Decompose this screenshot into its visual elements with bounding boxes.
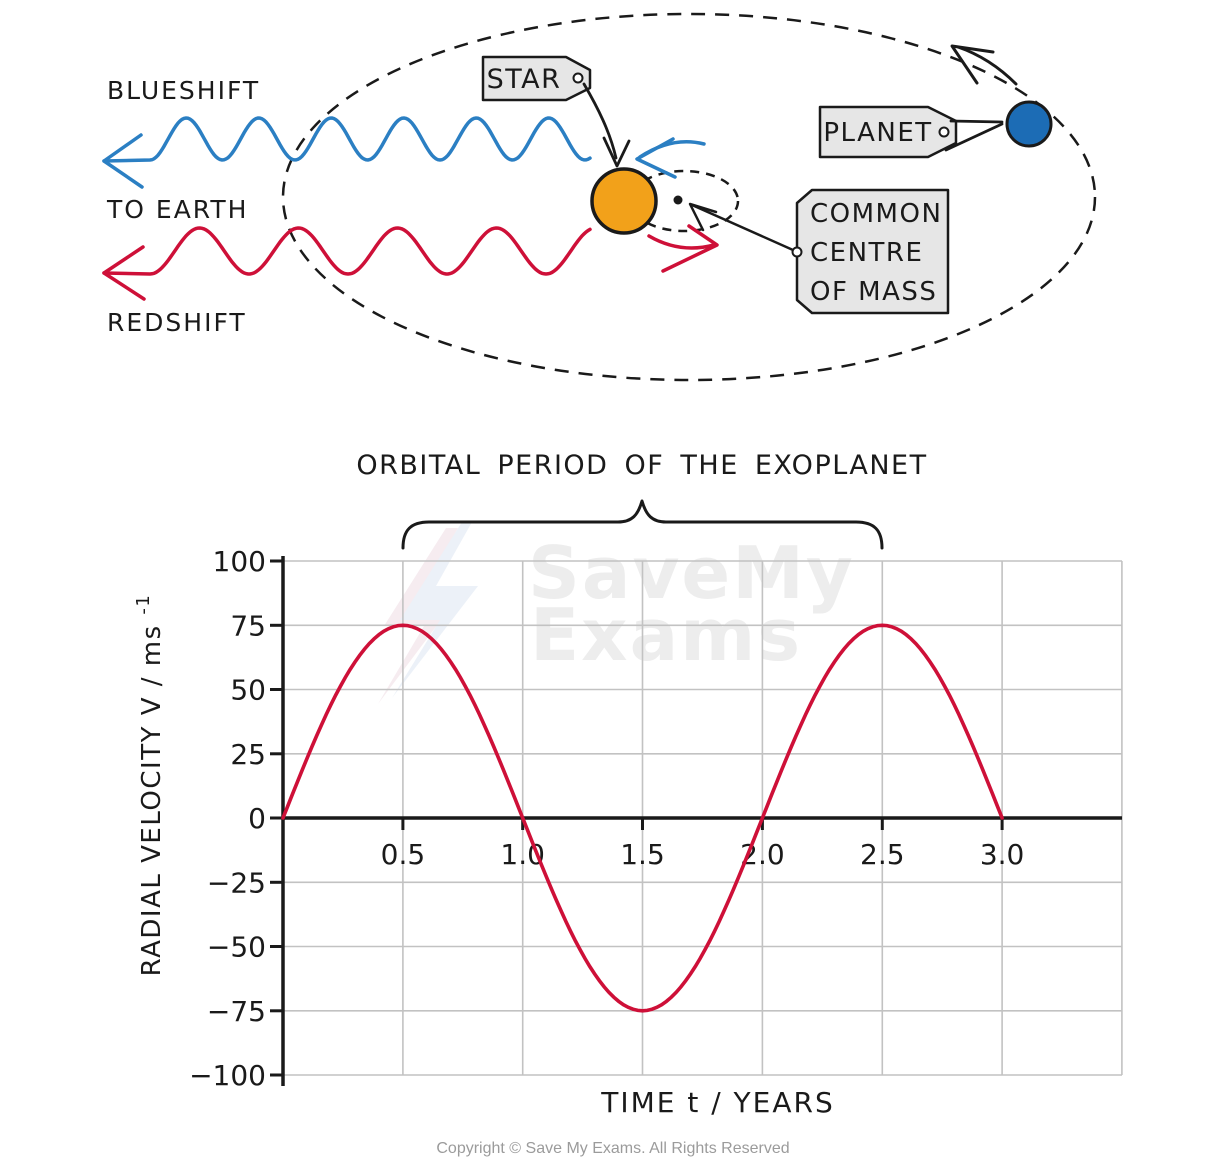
- x-axis-label: TIME t / YEARS: [600, 1086, 835, 1119]
- planet-pointer-line-2: [944, 122, 1004, 152]
- star-motion-red-arrow: [647, 234, 716, 250]
- planet-motion-arrowhead-icon: [950, 44, 995, 85]
- centre-of-mass-dot: [673, 195, 683, 205]
- y-tick-label: 50: [230, 674, 266, 707]
- copyright-notice: Copyright © Save My Exams. All Rights Re…: [436, 1140, 789, 1157]
- redshift-arrowhead-icon: [102, 245, 146, 301]
- y-tick-label: 100: [213, 545, 266, 578]
- blueshift-label: BLUESHIFT: [107, 76, 260, 105]
- blueshift-wave: [102, 116, 592, 163]
- star-pointer-arrow: [582, 82, 618, 160]
- radial-velocity-chart: ORBITAL PERIOD OF THE EXOPLANET 0.5 1.0 1.…: [133, 450, 1123, 1119]
- axis-ticks: [270, 559, 1004, 1077]
- planet: [1005, 100, 1053, 148]
- to-earth-label: TO EARTH: [106, 195, 248, 224]
- y-tick-label: −75: [207, 995, 266, 1028]
- com-pointer-arrowhead-icon: [688, 202, 718, 232]
- x-tick-label: 3.0: [980, 838, 1025, 871]
- y-axis-label: RADIAL VELOCITY V / ms -1: [133, 594, 167, 977]
- star: [590, 167, 658, 235]
- common-centre-of-mass-tag: COMMON CENTRE OF MASS: [688, 188, 950, 315]
- star-motion-blue-arrowhead-icon: [635, 137, 677, 179]
- y-axis-label-exponent: -1: [133, 594, 154, 615]
- lightning-bolt-icon: [392, 522, 478, 698]
- com-tag-shape: [795, 188, 950, 315]
- y-tick-label: 25: [230, 738, 266, 771]
- watermark-line2: Exams: [530, 593, 802, 677]
- planet-orbit-ellipse: [281, 12, 1097, 382]
- x-tick-label: 0.5: [381, 838, 426, 871]
- y-tick-label: −100: [189, 1059, 266, 1092]
- orbit-diagram: BLUESHIFT TO EARTH REDSHIFT STAR PLANET: [102, 12, 1097, 382]
- planet-tag-shape: [818, 105, 958, 159]
- com-tag-label-line2: CENTRE: [810, 238, 923, 268]
- y-tick-label: 0: [248, 802, 266, 835]
- com-tag-label-line3: OF MASS: [810, 277, 937, 307]
- redshift-wave: [102, 226, 592, 276]
- x-tick-label: 1.5: [620, 838, 665, 871]
- star-tag-label: STAR: [487, 64, 562, 95]
- axis-tick-labels: 0.5 1.0 1.5 2.0 2.5 3.01007550250−25−50−75−10…: [189, 545, 1024, 1092]
- planet-pointer-line-1: [949, 119, 1004, 124]
- watermark-line1: SaveMy: [528, 531, 855, 615]
- y-tick-label: −25: [207, 866, 266, 899]
- redshift-label: REDSHIFT: [107, 308, 247, 337]
- star-tag-shape: [481, 55, 592, 102]
- watermark: SaveMy Exams: [378, 522, 855, 704]
- star-pointer-arrowhead-icon: [602, 136, 631, 168]
- orbital-period-brace: [401, 499, 884, 550]
- star-tag-hole-icon: [572, 72, 584, 84]
- star-tag: STAR: [481, 55, 631, 168]
- star-motion-red-arrowhead-icon: [661, 224, 719, 273]
- star-motion-blue-arrow: [638, 140, 706, 159]
- planet-tag: PLANET: [818, 105, 1004, 159]
- y-tick-label: −50: [207, 931, 266, 964]
- planet-tag-hole-icon: [938, 126, 950, 138]
- blueshift-arrowhead-icon: [102, 133, 144, 189]
- planet-tag-label: PLANET: [823, 118, 932, 148]
- com-pointer-line: [690, 203, 795, 252]
- com-tag-label-line1: COMMON: [810, 199, 942, 229]
- x-tick-label: 2.5: [860, 838, 905, 871]
- radial-velocity-curve: [281, 623, 1004, 1013]
- chart-title: ORBITAL PERIOD OF THE EXOPLANET: [356, 450, 927, 481]
- com-tag-hole-icon: [791, 246, 803, 258]
- y-tick-label: 75: [230, 609, 266, 642]
- y-axis-label-main: RADIAL VELOCITY V / ms: [137, 624, 167, 976]
